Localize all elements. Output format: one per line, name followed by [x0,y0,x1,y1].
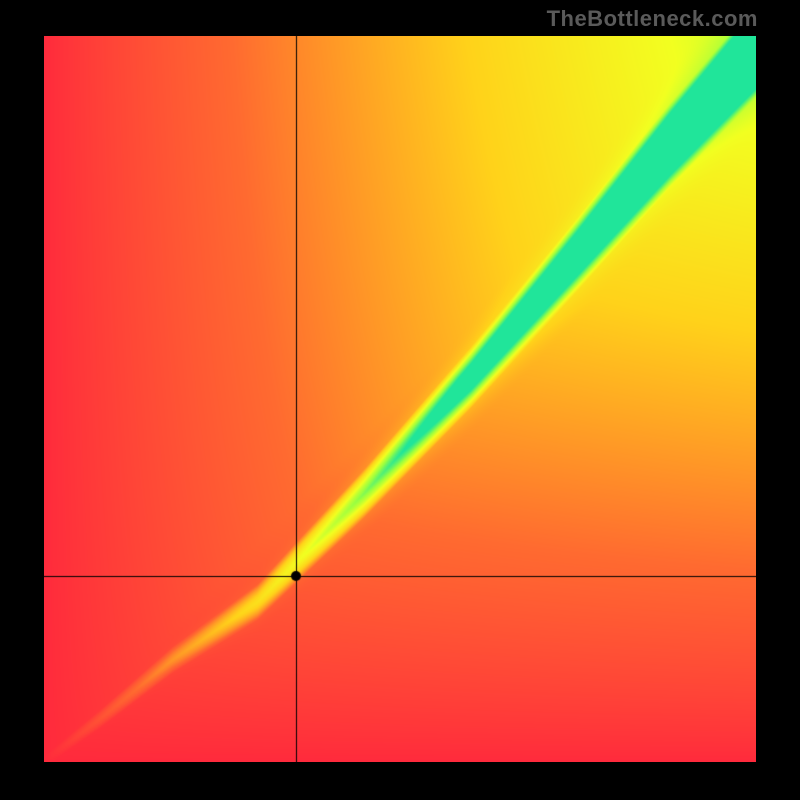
heatmap-canvas [44,36,756,762]
watermark-text: TheBottleneck.com [547,6,758,32]
plot-area [44,36,756,762]
root: TheBottleneck.com [0,0,800,800]
